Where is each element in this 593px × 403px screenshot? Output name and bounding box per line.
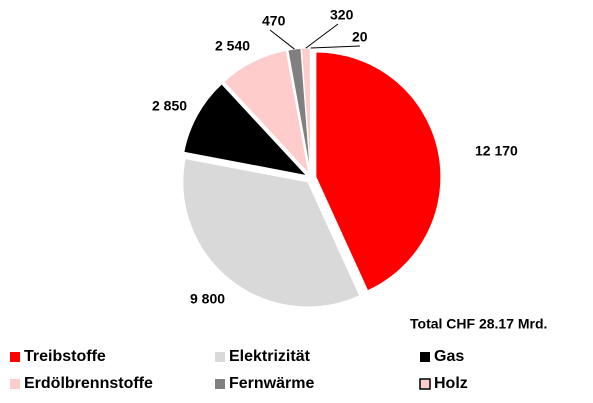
data-label: 12 170 [475, 143, 518, 159]
legend-swatch [10, 352, 20, 362]
pie-slice [315, 51, 442, 292]
legend-label: Elektrizität [229, 348, 311, 365]
legend-swatch [419, 378, 431, 390]
leader-line [269, 29, 295, 50]
pie-slice [223, 49, 310, 176]
legend-label: Gas [434, 348, 464, 365]
data-label: 9 800 [190, 291, 225, 307]
leader-line [310, 45, 361, 49]
leader-line [305, 23, 339, 49]
legend-swatch [215, 352, 225, 362]
pie-slice [183, 83, 309, 177]
legend-label: Erdölbrennstoffe [24, 375, 153, 392]
legend-swatch [420, 352, 430, 362]
pie-slice [182, 157, 361, 308]
legend-label: Fernwärme [229, 375, 314, 392]
data-label: 320 [330, 7, 354, 23]
total-annotation: Total CHF 28.17 Mrd. [410, 316, 547, 332]
data-label: 470 [262, 13, 286, 29]
legend-swatch [10, 379, 20, 389]
data-label: 20 [352, 29, 368, 45]
legend-label: Treibstoffe [24, 348, 106, 365]
legend-swatch [215, 379, 225, 389]
data-label: 2 540 [215, 38, 250, 54]
legend-label: Holz [434, 375, 468, 392]
data-label: 2 850 [152, 98, 187, 114]
pie-slice [309, 47, 312, 174]
